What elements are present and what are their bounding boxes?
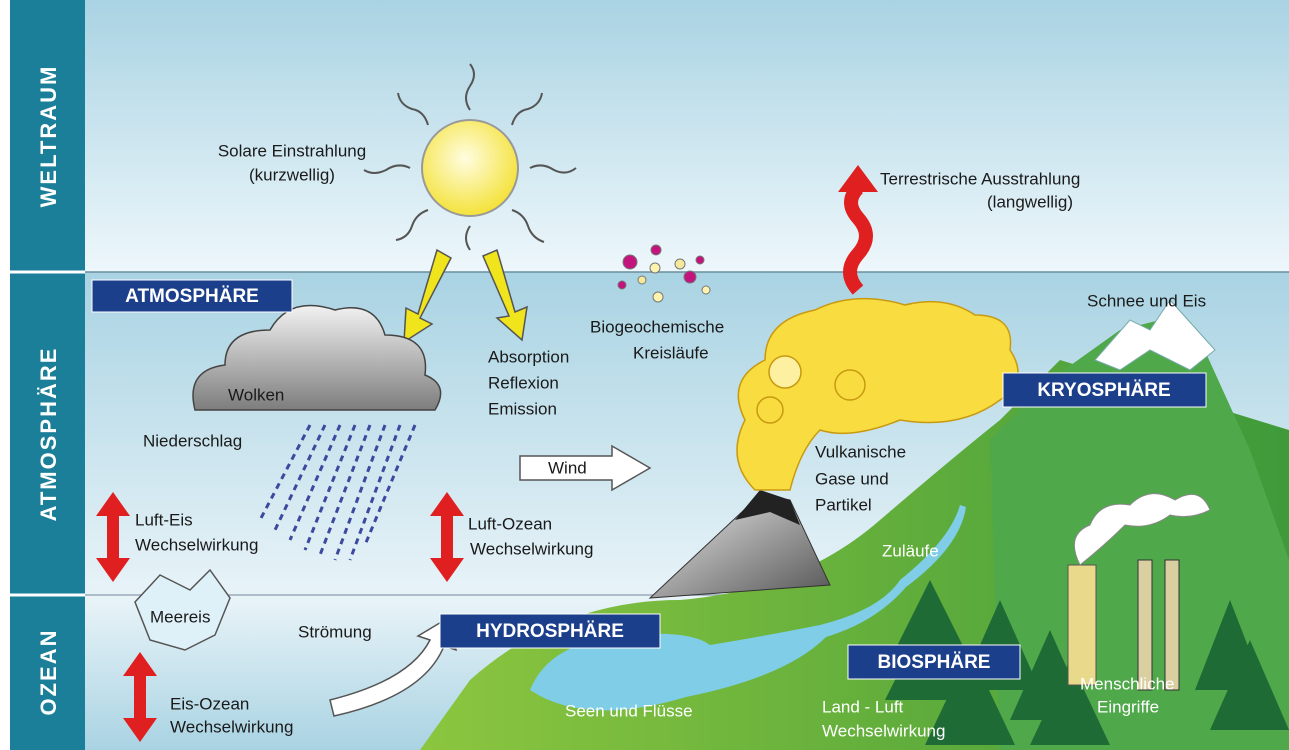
particles-circle: [618, 281, 626, 289]
particles-circle: [651, 245, 661, 255]
label: Biogeochemische: [590, 317, 724, 336]
label: Menschliche: [1080, 674, 1175, 693]
sun-circle: [422, 120, 518, 216]
page: { "zones": {"space": "WELTRAUM", "atmosp…: [0, 0, 1289, 750]
particles-circle: [650, 263, 660, 273]
label: Reflexion: [488, 373, 559, 392]
particles-circle: [675, 259, 685, 269]
label: Wechselwirkung: [135, 535, 258, 554]
label: Partikel: [815, 495, 872, 514]
zone-label: WELTRAUM: [36, 65, 61, 208]
label: Absorption: [488, 347, 569, 366]
sphere-label: ATMOSPHÄRE: [125, 286, 259, 307]
label: (langwellig): [987, 192, 1073, 211]
label: Kreisläufe: [633, 343, 709, 362]
label: Emission: [488, 399, 557, 418]
particles-circle: [696, 256, 704, 264]
label: Strömung: [298, 622, 372, 641]
smoke-circle: [835, 370, 865, 400]
label: Wechselwirkung: [170, 717, 293, 736]
label: Terrestrische Ausstrahlung: [880, 169, 1080, 188]
smoke-circle: [757, 397, 783, 423]
label: Wechselwirkung: [822, 721, 945, 740]
particles-circle: [638, 276, 646, 284]
label: Wind: [548, 458, 587, 477]
label: Wolken: [228, 385, 284, 404]
label: Niederschlag: [143, 431, 242, 450]
label: Zuläufe: [882, 541, 939, 560]
factory-rect: [1165, 560, 1179, 690]
label: Solare Einstrahlung: [218, 141, 366, 160]
label: Seen und Flüsse: [565, 701, 693, 720]
background-rect: [85, 0, 1289, 272]
particles-circle: [653, 292, 663, 302]
label: Luft-Ozean: [468, 514, 552, 533]
label: Wechselwirkung: [470, 539, 593, 558]
label: Gase und: [815, 469, 889, 488]
zone-label: ATMOSPHÄRE: [36, 347, 61, 522]
label: Land - Luft: [822, 697, 904, 716]
particles-circle: [623, 255, 637, 269]
sphere-label: BIOSPHÄRE: [878, 652, 991, 673]
sphere-label: KRYOSPHÄRE: [1037, 380, 1170, 401]
label: Eis-Ozean: [170, 694, 249, 713]
particles-circle: [702, 286, 710, 294]
smoke-circle: [769, 356, 801, 388]
label: Meereis: [150, 607, 210, 626]
label: Schnee und Eis: [1087, 291, 1206, 310]
sphere-label: HYDROSPHÄRE: [476, 621, 624, 642]
particles-circle: [684, 271, 696, 283]
label: (kurzwellig): [249, 165, 335, 184]
label: Eingriffe: [1097, 697, 1159, 716]
zone-bar: WELTRAUM ATMOSPHÄRE OZEAN: [10, 0, 85, 750]
factory-rect: [1068, 565, 1096, 685]
label: Vulkanische: [815, 442, 906, 461]
label: Luft-Eis: [135, 510, 193, 529]
climate-diagram: WELTRAUM ATMOSPHÄRE OZEAN: [0, 0, 1289, 750]
factory-rect: [1138, 560, 1152, 690]
zone-label: OZEAN: [36, 629, 61, 716]
